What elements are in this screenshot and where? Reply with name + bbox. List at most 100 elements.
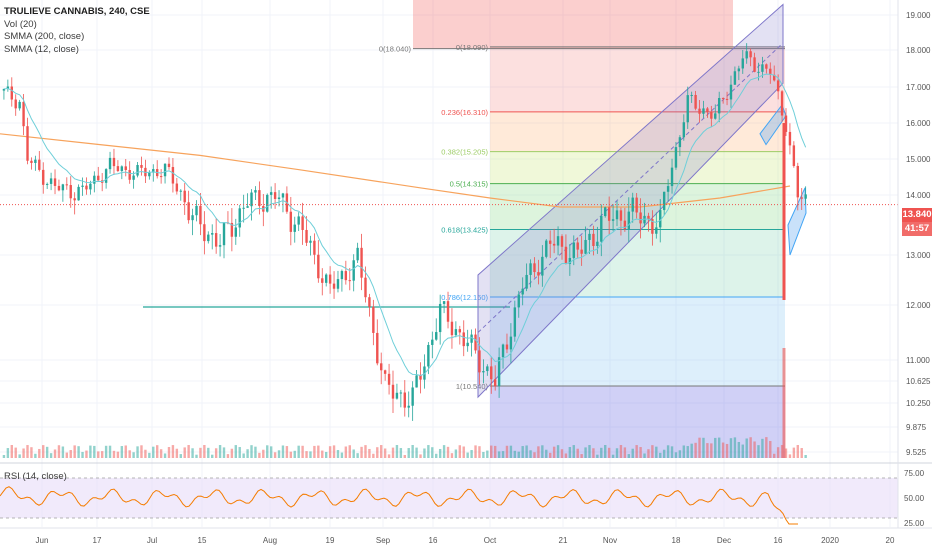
volume-bar [328,446,332,458]
volume-bar [211,454,214,458]
volume-bar [203,445,206,458]
candle-body [179,190,182,192]
volume-bar [324,451,328,458]
candle-body [124,166,127,171]
candle-body [419,375,422,380]
volume-bar [478,446,481,458]
candle-body [340,271,344,280]
fib-label-7: 1(10.540) [456,382,489,391]
candle-body [533,263,536,273]
volume-bar [497,451,501,458]
volume-bar [293,450,296,458]
volume-bar [600,447,603,458]
volume-bar [285,446,289,458]
candle-body [486,366,489,372]
volume-bar [93,445,96,458]
volume-bar [737,442,741,458]
volume-bar [670,446,674,458]
volume-bar [690,443,693,458]
volume-bar [694,442,697,458]
volume-bar [564,453,568,458]
candle-body [529,263,532,275]
candle-body [411,387,414,406]
volume-bar [749,437,752,458]
volume-bar [6,448,10,458]
candle-body [517,294,520,308]
volume-bar [403,454,406,458]
volume-bar [631,448,634,458]
candle-body [466,342,469,347]
candle-body [521,288,524,295]
legend-smma200[interactable]: SMMA (200, close) [4,31,85,42]
volume-bar [419,454,422,458]
time-axis-label: 21 [559,536,568,545]
candle-body [6,86,10,89]
candle-body [175,183,179,192]
volume-bar [780,445,784,458]
volume-bar [623,447,627,458]
candle-body [159,176,163,178]
volume-bar [273,452,277,458]
volume-bar [191,448,194,458]
volume-bar [745,438,748,458]
volume-bar [733,437,737,458]
volume-bar [38,448,41,458]
candle-body [729,84,733,100]
candle-body [702,108,705,114]
candle-body [254,190,257,193]
time-axis-label: Jun [36,536,49,545]
volume-bar [773,453,776,458]
candle-body [474,334,477,351]
candle-body [136,164,139,176]
volume-bar [446,446,450,458]
candle-body [45,183,49,185]
candle-body [537,272,540,276]
volume-bar [199,447,202,458]
volume-bar [545,449,548,458]
candle-body [659,210,662,228]
candle-body [399,392,403,394]
volume-bar [77,446,80,458]
volume-bar [391,447,395,458]
candle-body [450,321,454,336]
volume-bar [262,449,265,458]
pennant-lower [787,187,807,256]
candle-body [321,278,324,283]
volume-bar [674,452,678,458]
candle-body [572,242,575,258]
candle-body [458,329,462,333]
rsi-legend[interactable]: RSI (14, close) [4,471,67,482]
candle-body [163,163,167,177]
time-axis-label: 17 [93,536,102,545]
volume-bar [541,445,544,458]
candle-body [238,208,241,228]
rising-channel [477,3,784,399]
volume-bar [399,448,403,458]
legend-vol[interactable]: Vol (20) [4,18,37,30]
candle-body [710,111,713,119]
volume-bar [450,453,454,458]
volume-bar [42,445,45,458]
candle-body [564,246,568,264]
volume-bar [309,451,312,458]
volume-bar [804,454,807,458]
price-axis-label: 12.000 [906,301,931,310]
candle-body [545,240,548,257]
volume-bar [549,452,552,458]
volume-bar [26,445,29,458]
symbol-title[interactable]: TRULIEVE CANNABIS, 240, CSE [4,6,150,17]
legend-smma12[interactable]: SMMA (12, close) [4,43,79,55]
rsi-axis-label: 25.00 [904,519,925,528]
candle-body [104,169,108,183]
volume-bar [784,448,788,458]
candle-body [108,157,112,170]
fib-label-5: 0.618(13.425) [441,226,488,235]
candle-body [541,256,544,276]
price-axis-label: 19.000 [906,11,931,20]
volume-bar [482,451,485,458]
candle-body [552,243,556,246]
volume-bar [313,445,316,458]
candle-body [431,339,434,345]
